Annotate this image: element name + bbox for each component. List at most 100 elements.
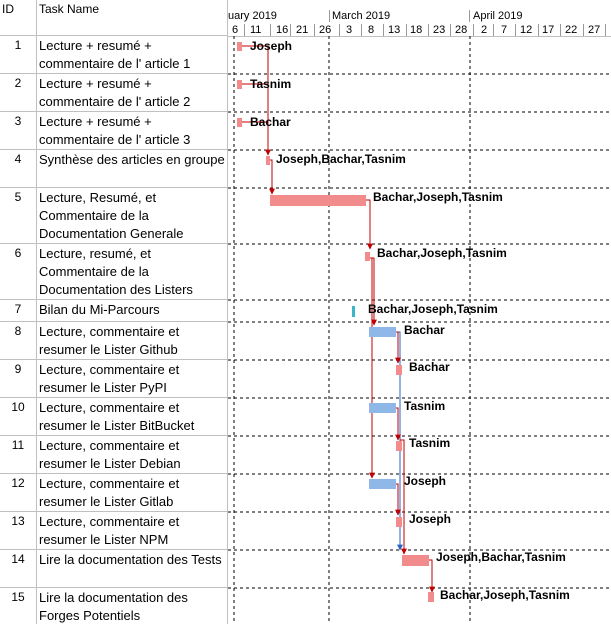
week-divider xyxy=(290,24,291,36)
task-name-cell[interactable]: Lecture, resumé, et Commentaire de la Do… xyxy=(37,244,228,299)
table-row[interactable]: 8 Lecture, commentaire et resumer le Lis… xyxy=(0,322,228,360)
table-row[interactable]: 2 Lecture + resumé + commentaire de l' a… xyxy=(0,74,228,112)
resource-label: Joseph,Bachar,Tasnim xyxy=(276,152,406,166)
table-row[interactable]: 4 Synthèse des articles en groupe xyxy=(0,150,228,188)
task-name-cell[interactable]: Lire la documentation des Forges Potenti… xyxy=(37,588,228,624)
task-name-cell[interactable]: Lecture, commentaire et resumer le Liste… xyxy=(37,322,228,359)
gantt-bar[interactable] xyxy=(237,118,242,127)
week-label: 3 xyxy=(346,24,353,36)
gantt-bar[interactable] xyxy=(365,252,370,261)
week-label: 28 xyxy=(455,24,468,36)
task-bars xyxy=(237,42,434,602)
week-divider xyxy=(605,24,606,36)
week-label: 18 xyxy=(410,24,423,36)
milestone-marker[interactable] xyxy=(352,306,355,317)
table-row[interactable]: 10 Lecture, commentaire et resumer le Li… xyxy=(0,398,228,436)
table-row[interactable]: 5 Lecture, Resumé, et Commentaire de la … xyxy=(0,188,228,244)
column-header-id[interactable]: ID xyxy=(0,0,37,36)
week-label: 23 xyxy=(433,24,446,36)
table-row[interactable]: 12 Lecture, commentaire et resumer le Li… xyxy=(0,474,228,512)
row-id: 12 xyxy=(0,474,37,511)
gantt-bar[interactable] xyxy=(237,42,242,51)
gantt-bar[interactable] xyxy=(402,555,429,566)
month-divider xyxy=(329,10,330,22)
week-label: 7 xyxy=(501,24,508,36)
task-name-cell[interactable]: Lecture + resumé + commentaire de l' art… xyxy=(37,74,228,111)
table-row[interactable]: 15 Lire la documentation des Forges Pote… xyxy=(0,588,228,624)
week-divider xyxy=(538,24,539,36)
row-id: 11 xyxy=(0,436,37,473)
task-name-cell[interactable]: Lire la documentation des Tests xyxy=(37,550,228,587)
week-divider xyxy=(406,24,407,36)
row-id: 1 xyxy=(0,36,37,73)
week-label: 12 xyxy=(520,24,533,36)
gantt-bar[interactable] xyxy=(237,80,242,89)
gantt-bar[interactable] xyxy=(396,365,402,375)
table-row[interactable]: 1 Lecture + resumé + commentaire de l' a… xyxy=(0,36,228,74)
week-label: 27 xyxy=(588,24,601,36)
resource-label: Bachar xyxy=(409,360,450,374)
week-label: 11 xyxy=(250,24,262,36)
gantt-bar[interactable] xyxy=(396,517,402,527)
table-row[interactable]: 14 Lire la documentation des Tests xyxy=(0,550,228,588)
week-label: 8 xyxy=(368,24,375,36)
task-name-cell[interactable]: Lecture + resumé + commentaire de l' art… xyxy=(37,36,228,73)
row-id: 4 xyxy=(0,150,37,187)
week-divider xyxy=(560,24,561,36)
row-id: 3 xyxy=(0,112,37,149)
task-name-cell[interactable]: Lecture, Resumé, et Commentaire de la Do… xyxy=(37,188,228,243)
gantt-bar[interactable] xyxy=(270,195,366,206)
resource-labels: Joseph Tasnim Bachar Joseph,Bachar,Tasni… xyxy=(250,39,570,602)
week-label: 13 xyxy=(388,24,401,36)
task-name-cell[interactable]: Lecture, commentaire et resumer le Liste… xyxy=(37,436,228,473)
task-name-cell[interactable]: Lecture + resumé + commentaire de l' art… xyxy=(37,112,228,149)
resource-label: Tasnim xyxy=(404,399,445,413)
resource-label: Bachar xyxy=(404,323,445,337)
row-id: 5 xyxy=(0,188,37,243)
task-name-cell[interactable]: Lecture, commentaire et resumer le Liste… xyxy=(37,512,228,549)
horizontal-gridlines xyxy=(228,73,611,589)
row-id: 15 xyxy=(0,588,37,624)
gantt-bar-selected[interactable] xyxy=(369,479,396,489)
week-divider xyxy=(339,24,340,36)
resource-label: Tasnim xyxy=(250,77,291,91)
timescale-header[interactable]: uary 2019 March 2019 April 2019 6 11 16 … xyxy=(228,0,611,37)
resource-label: Bachar,Joseph,Tasnim xyxy=(368,302,498,316)
gantt-bar[interactable] xyxy=(396,441,402,451)
resource-label: Tasnim xyxy=(409,436,450,450)
week-label: 26 xyxy=(319,24,332,36)
week-divider xyxy=(314,24,315,36)
vertical-gridlines xyxy=(233,36,471,624)
week-label: 21 xyxy=(296,24,309,36)
gantt-bar[interactable] xyxy=(428,592,434,602)
task-name-cell[interactable]: Synthèse des articles en groupe xyxy=(37,150,228,187)
task-name-cell[interactable]: Lecture, commentaire et resumer le Liste… xyxy=(37,474,228,511)
task-name-cell[interactable]: Bilan du Mi-Parcours xyxy=(37,300,228,321)
table-row[interactable]: 11 Lecture, commentaire et resumer le Li… xyxy=(0,436,228,474)
task-name-cell[interactable]: Lecture, commentaire et resumer le Liste… xyxy=(37,360,228,397)
week-divider xyxy=(361,24,362,36)
gantt-bar[interactable] xyxy=(266,156,270,165)
resource-label: Joseph,Bachar,Tasnim xyxy=(436,550,566,564)
table-row[interactable]: 13 Lecture, commentaire et resumer le Li… xyxy=(0,512,228,550)
row-id: 7 xyxy=(0,300,37,321)
week-divider xyxy=(244,24,245,36)
gantt-bar-selected[interactable] xyxy=(369,327,396,337)
row-id: 13 xyxy=(0,512,37,549)
task-table: ID Task Name 1 Lecture + resumé + commen… xyxy=(0,0,228,624)
table-row[interactable]: 7 Bilan du Mi-Parcours xyxy=(0,300,228,322)
table-row[interactable]: 3 Lecture + resumé + commentaire de l' a… xyxy=(0,112,228,150)
resource-label: Joseph xyxy=(409,512,451,526)
resource-label: Bachar xyxy=(250,115,291,129)
table-row[interactable]: 9 Lecture, commentaire et resumer le Lis… xyxy=(0,360,228,398)
column-header-task-name[interactable]: Task Name xyxy=(37,0,228,36)
month-label: March 2019 xyxy=(332,10,391,22)
month-label: uary 2019 xyxy=(228,10,277,22)
week-label: 16 xyxy=(276,24,289,36)
table-row[interactable]: 6 Lecture, resumé, et Commentaire de la … xyxy=(0,244,228,300)
gantt-bar-selected[interactable] xyxy=(369,403,396,413)
month-label: April 2019 xyxy=(473,10,523,22)
week-label: 22 xyxy=(565,24,578,36)
task-name-cell[interactable]: Lecture, commentaire et resumer le Liste… xyxy=(37,398,228,435)
